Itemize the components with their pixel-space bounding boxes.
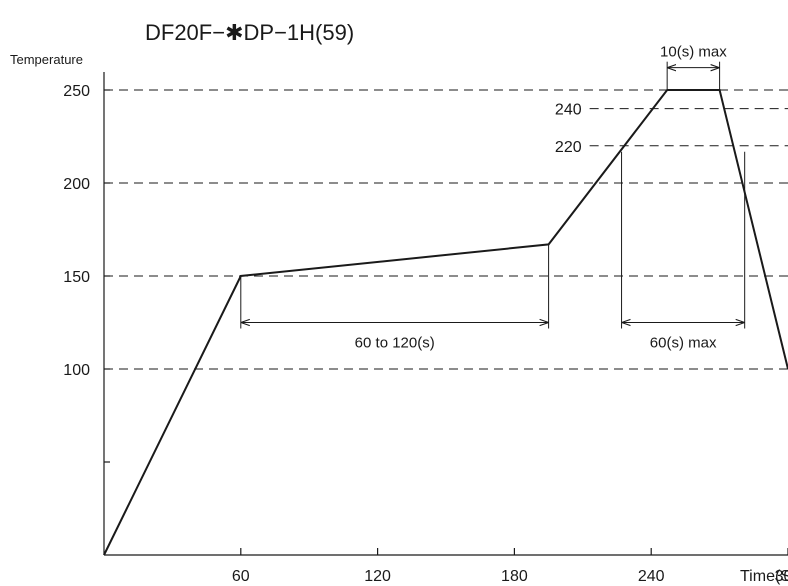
x-tick-label-60: 60 <box>232 568 250 585</box>
x-tick-label-180: 180 <box>501 568 528 585</box>
annotations: 60 to 120(s) 60(s) max 10(s) max <box>240 44 746 352</box>
chart-title: DF20F−✱DP−1H(59) <box>145 20 354 45</box>
y-tick-label-100: 100 <box>63 362 90 379</box>
dim-label-preheat: 60 to 120(s) <box>355 335 435 352</box>
y-axis-label: Temperature <box>10 52 83 67</box>
series <box>103 89 788 556</box>
y-tick-label-150: 150 <box>63 269 90 286</box>
series-line-0 <box>103 89 788 556</box>
dim-label-reflow: 60(s) max <box>650 335 717 352</box>
y-tick-label-200: 200 <box>63 176 90 193</box>
x-axis-label: Time(S) <box>740 568 788 585</box>
level-label-220: 220 <box>555 139 582 156</box>
level-label-240: 240 <box>555 102 582 119</box>
dim-label-peak: 10(s) max <box>660 44 727 61</box>
gridlines <box>104 89 788 370</box>
x-tick-label-240: 240 <box>638 568 665 585</box>
tick-labels: 100 150 200 250 240 220 60 120 180 240 300 <box>63 83 788 585</box>
x-tick-label-120: 120 <box>364 568 391 585</box>
x-tick-label-300: 300 <box>775 568 788 585</box>
axes <box>103 72 788 556</box>
y-tick-label-250: 250 <box>63 83 90 100</box>
